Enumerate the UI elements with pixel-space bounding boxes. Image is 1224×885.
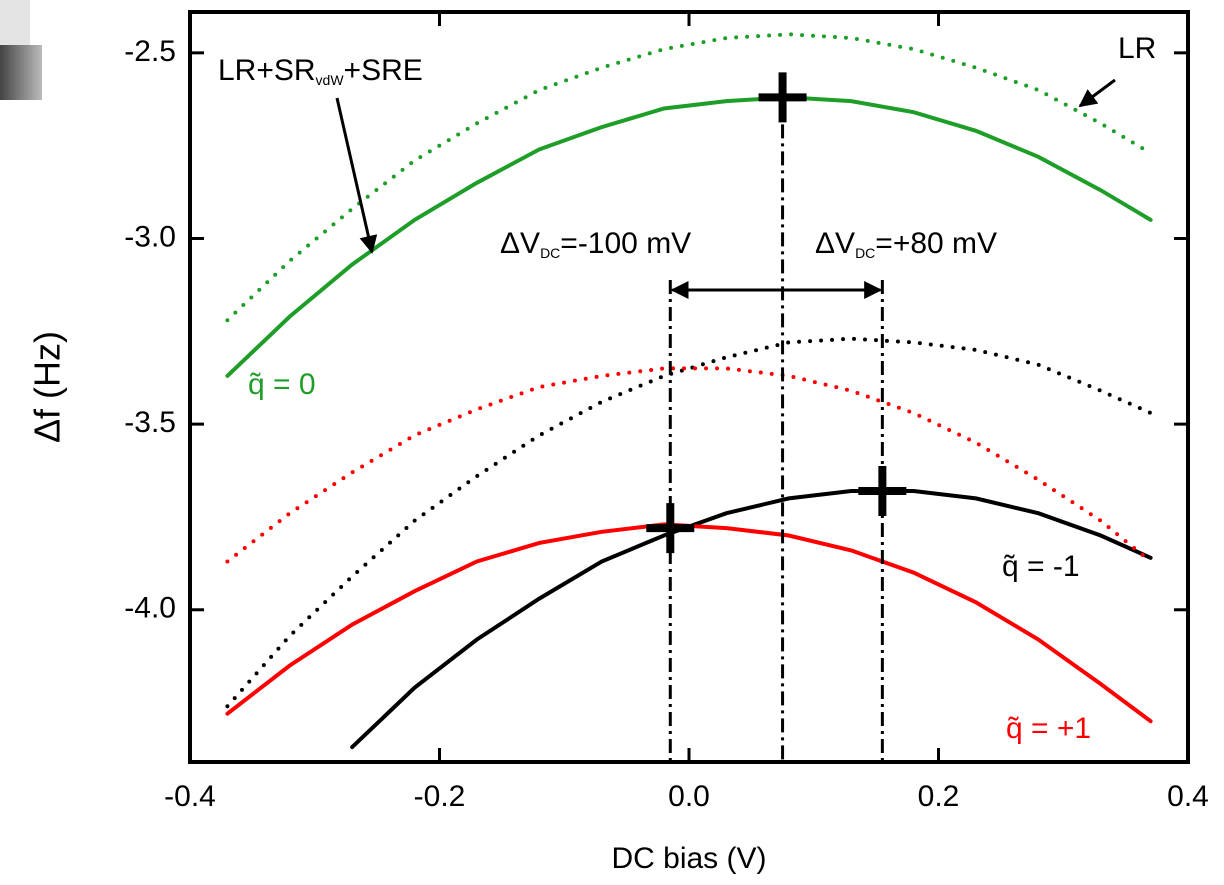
- x-tick-label: 0.2: [918, 780, 960, 813]
- annotation: LR+SRvdW+SRE: [218, 54, 423, 88]
- annotation-part: ΔV: [815, 227, 855, 260]
- annotation-part: vdW: [316, 72, 345, 88]
- y-tick-label: -3.0: [124, 220, 176, 253]
- series-line: [225, 366, 1153, 564]
- annotation-part: q̃ = -1: [1002, 550, 1080, 583]
- x-tick-label: -0.2: [414, 780, 466, 813]
- annotation: q̃ = 0: [248, 368, 316, 401]
- peak-marker: [646, 503, 695, 554]
- y-tick-label: -3.5: [124, 406, 176, 439]
- y-tick-label: -2.5: [124, 35, 176, 68]
- series-line: [225, 95, 1153, 378]
- annotation-part: q̃ = +1: [1006, 712, 1091, 745]
- annotation: q̃ = -1: [1002, 550, 1080, 583]
- annotation-part: LR+SR: [218, 54, 316, 87]
- y-axis-label: Δf (Hz): [27, 331, 68, 443]
- image-fragment: [0, 45, 42, 100]
- peak-marker: [858, 465, 907, 516]
- annotation-part: +SRE: [344, 54, 423, 87]
- x-tick-label: 0.0: [668, 780, 710, 813]
- plot-frame: [188, 10, 1190, 764]
- peak-marker: [758, 72, 807, 123]
- arrow: [335, 97, 378, 254]
- arrow: [1078, 78, 1116, 108]
- annotation-part: q̃ = 0: [248, 368, 316, 401]
- annotation-part: DC: [540, 245, 560, 261]
- annotation-part: DC: [855, 245, 875, 261]
- annotation-part: ΔV: [500, 227, 540, 260]
- annotation: LR: [1118, 32, 1156, 65]
- x-axis-label: DC bias (V): [611, 842, 766, 875]
- x-tick-label: -0.4: [164, 780, 216, 813]
- annotation-part: =+80 mV: [875, 227, 997, 260]
- annotation: ΔVDC=-100 mV: [500, 227, 691, 261]
- image-fragment: [0, 0, 30, 45]
- series-line: [225, 32, 1153, 323]
- annotation: ΔVDC=+80 mV: [815, 227, 997, 261]
- series-line: [225, 336, 1153, 709]
- series-line: [350, 489, 1153, 750]
- annotation-part: =-100 mV: [560, 227, 691, 260]
- annotation-part: LR: [1118, 32, 1156, 65]
- annotation: q̃ = +1: [1006, 712, 1091, 745]
- x-tick-label: 0.4: [1167, 780, 1209, 813]
- series-line: [225, 522, 1153, 724]
- y-tick-label: -4.0: [124, 592, 176, 625]
